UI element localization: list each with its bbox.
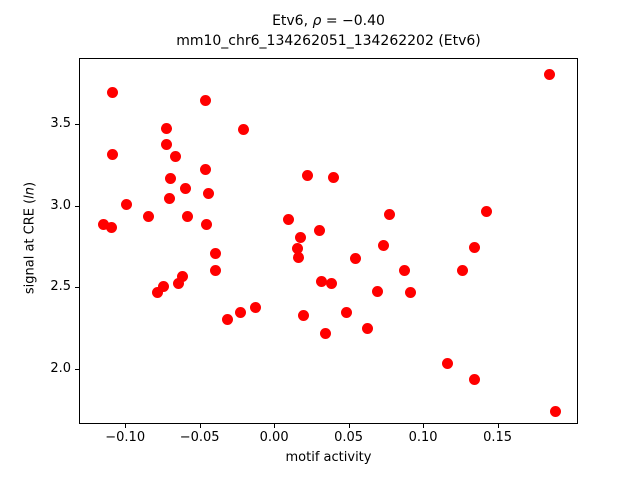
y-tick-mark [75,205,79,207]
y-tick-label: 3.0 [50,197,71,213]
chart-subtitle: mm10_chr6_134262051_134262202 (Etv6) [176,33,481,49]
data-point [151,287,163,299]
data-point [98,218,110,230]
plot-area [79,58,578,424]
data-point [294,232,306,244]
data-point [302,170,314,182]
data-point [177,271,189,283]
data-point [469,241,481,253]
data-point [315,276,327,288]
x-tick-label: −0.10 [105,430,146,445]
data-point [201,218,213,230]
chart-title-correlation: = −0.40 [321,13,385,29]
data-point [399,264,411,276]
data-point [199,95,211,107]
x-tick-label: −0.05 [179,430,220,445]
data-point [341,307,353,318]
x-axis-label: motif activity [285,450,372,465]
y-axis-label: signal at CRE (ln) [23,182,38,294]
data-point [160,139,172,151]
data-point [169,150,181,162]
data-point [238,124,250,136]
y-tick-mark [75,368,79,370]
data-point [163,192,175,204]
data-point [291,243,303,255]
data-point [405,287,417,299]
y-tick-mark [75,287,79,289]
data-point [172,277,184,289]
data-point [202,187,214,199]
x-tick-mark [274,424,276,428]
data-point [372,285,384,297]
y-tick-label: 2.5 [50,279,71,295]
x-tick-label: 0.00 [259,430,289,445]
data-point [165,173,177,185]
x-tick-label: 0.15 [483,430,513,445]
data-point [297,310,309,322]
y-axis-label-ln: ln [22,186,38,199]
data-point [120,199,132,211]
y-axis-label-text: signal at CRE ( [22,198,38,295]
data-point [107,86,119,98]
data-point [384,209,396,221]
data-point [293,251,305,263]
x-tick-label: 0.05 [334,430,364,445]
y-tick-label: 2.0 [50,360,71,376]
x-tick-mark [125,424,127,428]
data-point [549,406,561,418]
rho-symbol: ρ [312,13,322,29]
data-point [143,210,155,222]
data-point [350,253,362,265]
y-tick-mark [75,124,79,126]
data-point [250,302,262,314]
data-point [314,225,326,237]
data-point [543,68,555,80]
data-point [210,248,222,260]
y-axis-label-close: ) [22,181,38,187]
data-point [221,313,233,325]
data-point [283,214,295,226]
data-point [326,277,338,289]
data-point [457,264,469,276]
data-point [210,264,222,276]
data-point [157,280,169,292]
x-tick-mark [199,424,201,428]
y-tick-label: 3.5 [50,116,71,132]
x-tick-label: 0.10 [408,430,438,445]
data-point [442,357,454,369]
data-point [469,373,481,385]
x-tick-mark [423,424,425,428]
data-point [481,205,493,217]
data-point [327,171,339,183]
x-tick-mark [348,424,350,428]
data-point [181,210,193,222]
data-point [235,307,247,318]
chart-title-gene: Etv6, [272,13,313,29]
data-point [160,122,172,134]
chart-title: Etv6, ρ = −0.40 [79,11,578,31]
data-point [378,240,390,252]
data-point [361,323,373,335]
data-point [320,328,332,340]
x-tick-mark [497,424,499,428]
data-point [180,183,192,195]
data-point [199,163,211,175]
data-point [105,222,117,234]
data-point [107,148,119,160]
